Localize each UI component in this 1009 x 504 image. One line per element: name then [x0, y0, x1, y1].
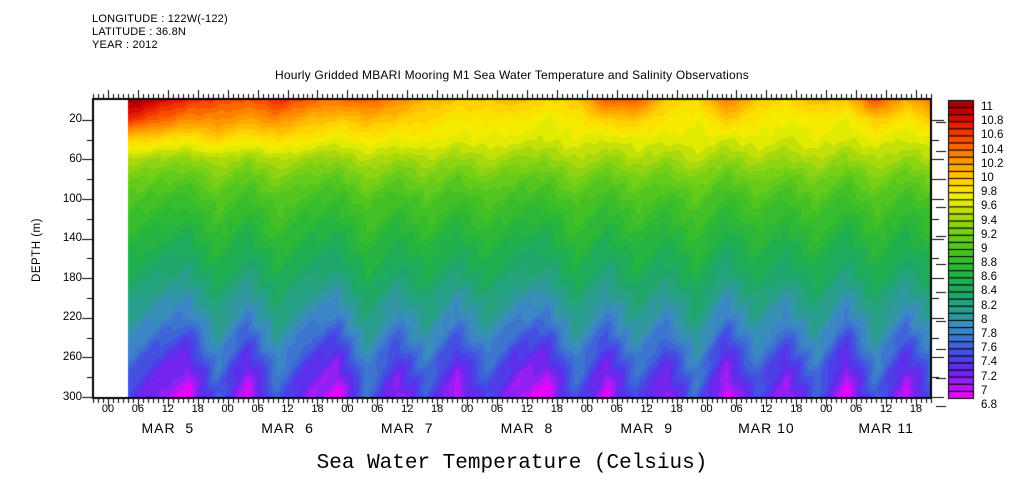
- colorbar-tick-label: 9: [981, 242, 988, 255]
- x-hour-label: 12: [161, 403, 174, 415]
- header-year: YEAR : 2012: [92, 39, 158, 51]
- colorbar-tick-label: 8: [981, 313, 988, 326]
- y-tick-label: 180: [62, 271, 82, 284]
- colorbar-tick-label: 8.4: [981, 285, 997, 298]
- x-hour-label: 18: [191, 403, 204, 415]
- y-tick-label: 100: [62, 192, 82, 205]
- x-hour-label: 06: [850, 403, 863, 415]
- colorbar-tick-label: 8.6: [981, 271, 997, 284]
- y-tick-label: 60: [69, 152, 82, 165]
- x-hour-label: 18: [311, 403, 324, 415]
- colorbar-tick-label: 10.8: [981, 115, 1004, 128]
- x-hour-label: 06: [730, 403, 743, 415]
- x-hour-label: 06: [610, 403, 623, 415]
- colorbar-tick-label: 7.4: [981, 356, 997, 369]
- x-hour-label: 06: [131, 403, 145, 415]
- x-hour-label: 00: [580, 403, 593, 415]
- x-day-label: MAR 10: [738, 420, 795, 436]
- header-latitude: LATITUDE : 36.8N: [92, 26, 187, 38]
- colorbar-tick-label: 10.4: [981, 143, 1004, 156]
- colorbar-tick-label: 10: [981, 171, 994, 184]
- x-day-label: MAR 6: [261, 420, 314, 436]
- colorbar-tick-label: 7.6: [981, 342, 997, 355]
- colorbar-tick-label: 7: [981, 384, 988, 397]
- x-hour-label: 06: [490, 403, 504, 415]
- x-day-label: MAR 11: [858, 420, 914, 436]
- colorbar-tick-label: 8.8: [981, 257, 997, 270]
- header-longitude: LONGITUDE : 122W(-122): [92, 13, 228, 25]
- y-tick-label: 140: [62, 232, 82, 245]
- x-day-label: MAR 7: [380, 420, 434, 436]
- x-day-label: MAR 9: [620, 420, 674, 436]
- x-hour-label: 06: [251, 403, 264, 415]
- colorbar-tick-label: 10.6: [981, 129, 1004, 142]
- x-hour-label: 00: [221, 403, 234, 415]
- x-hour-label: 00: [460, 403, 474, 415]
- x-hour-label: 00: [820, 403, 833, 415]
- x-day-label: MAR 8: [500, 420, 554, 436]
- y-tick-label: 20: [69, 113, 82, 126]
- x-hour-label: 00: [700, 403, 713, 415]
- colorbar-tick-label: 9.4: [981, 214, 997, 227]
- variable-title: Sea Water Temperature (Celsius): [316, 452, 708, 475]
- y-tick-label: 220: [62, 311, 82, 324]
- colorbar-tick-label: 11: [981, 101, 993, 113]
- x-hour-label: 18: [909, 403, 923, 415]
- colorbar-tick-label: 7.2: [981, 370, 997, 383]
- x-hour-label: 18: [670, 403, 683, 415]
- colorbar-tick-label: 9.2: [981, 228, 997, 241]
- colorbar-tick-label: 8.2: [981, 299, 997, 312]
- x-hour-label: 00: [101, 403, 115, 415]
- x-hour-label: 00: [341, 403, 354, 415]
- colorbar-tick-label: 10.2: [981, 157, 1004, 170]
- plot-title: Hourly Gridded MBARI Mooring M1 Sea Wate…: [275, 68, 749, 82]
- x-hour-label: 12: [401, 403, 414, 415]
- y-tick-label: 300: [62, 390, 82, 403]
- colorbar-tick-label: 9.8: [981, 186, 997, 199]
- x-hour-label: 12: [760, 403, 773, 415]
- colorbar-tick-label: 7.8: [981, 328, 997, 341]
- x-hour-label: 12: [879, 403, 893, 415]
- colorbar-tick-label: 9.6: [981, 200, 997, 213]
- x-hour-label: 06: [371, 403, 384, 415]
- x-hour-label: 18: [431, 403, 444, 415]
- x-hour-label: 12: [281, 403, 294, 415]
- x-hour-label: 18: [790, 403, 803, 415]
- y-tick-label: 260: [62, 350, 82, 363]
- colorbar-tick-label: 6.8: [981, 399, 997, 411]
- x-hour-label: 12: [520, 403, 534, 415]
- x-day-label: MAR 5: [141, 420, 195, 436]
- x-hour-label: 12: [640, 403, 653, 415]
- x-hour-label: 18: [550, 403, 564, 415]
